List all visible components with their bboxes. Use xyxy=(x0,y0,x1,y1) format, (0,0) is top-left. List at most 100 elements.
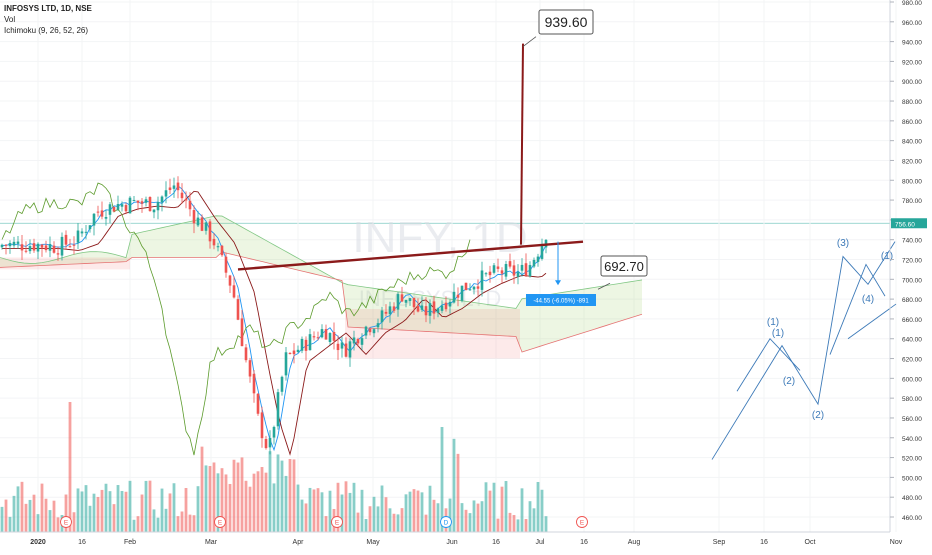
time-tick-label[interactable]: Apr xyxy=(293,539,305,546)
time-tick-label[interactable]: Jul xyxy=(536,539,545,546)
candle-body[interactable] xyxy=(192,210,196,224)
target-projection-line[interactable] xyxy=(520,43,524,245)
candle-body[interactable] xyxy=(352,337,356,344)
candle-body[interactable] xyxy=(432,301,436,314)
time-tick-label[interactable]: 16 xyxy=(78,539,86,546)
candle-body[interactable] xyxy=(128,197,132,214)
candle-body[interactable] xyxy=(144,199,148,203)
candle-body[interactable] xyxy=(72,244,76,246)
candle-body[interactable] xyxy=(20,244,24,251)
candle-body[interactable] xyxy=(324,329,328,340)
event-marker[interactable] xyxy=(440,516,452,528)
candle-body[interactable] xyxy=(452,291,456,303)
candle-body[interactable] xyxy=(84,231,88,233)
candle-body[interactable] xyxy=(384,311,388,314)
time-tick-label[interactable]: May xyxy=(366,539,380,546)
candle-body[interactable] xyxy=(308,334,312,351)
candle-body[interactable] xyxy=(392,306,396,311)
candle-body[interactable] xyxy=(332,332,336,341)
event-marker[interactable] xyxy=(331,516,343,528)
candle-body[interactable] xyxy=(248,360,252,377)
candle-body[interactable] xyxy=(380,310,384,323)
time-tick-label[interactable]: Mar xyxy=(205,539,218,546)
candle-body[interactable] xyxy=(60,236,64,256)
support-callout-box[interactable] xyxy=(600,255,648,277)
candle-body[interactable] xyxy=(276,392,280,427)
candle-body[interactable] xyxy=(216,246,220,248)
candle-body[interactable] xyxy=(88,225,92,230)
candle-body[interactable] xyxy=(236,299,240,320)
candle-body[interactable] xyxy=(360,338,364,345)
candle-body[interactable] xyxy=(296,349,300,353)
candle-body[interactable] xyxy=(152,209,156,213)
elliott-wave-line[interactable] xyxy=(847,303,897,340)
candle-body[interactable] xyxy=(44,245,48,251)
candle-body[interactable] xyxy=(444,302,448,310)
candle-body[interactable] xyxy=(156,201,160,211)
measure-label-box[interactable] xyxy=(526,294,596,306)
event-marker[interactable] xyxy=(576,516,588,528)
candle-body[interactable] xyxy=(36,243,40,252)
candle-body[interactable] xyxy=(504,264,508,277)
candle-body[interactable] xyxy=(400,294,404,302)
time-tick-label[interactable]: Jun xyxy=(446,539,457,546)
elliott-wave-line[interactable] xyxy=(829,263,886,355)
candle-body[interactable] xyxy=(260,412,264,439)
time-tick-label[interactable]: Feb xyxy=(124,539,136,546)
time-tick-label[interactable]: Nov xyxy=(890,539,903,546)
candle-body[interactable] xyxy=(160,196,164,203)
candle-body[interactable] xyxy=(76,230,80,243)
time-tick-label[interactable]: 16 xyxy=(580,539,588,546)
candle-body[interactable] xyxy=(388,306,392,315)
candle-body[interactable] xyxy=(280,376,284,392)
candle-body[interactable] xyxy=(468,289,472,291)
drawings[interactable]: 939.60 692.70 -44.55 (-6.05%) -891 E E E D E (1)… xyxy=(60,9,897,528)
time-tick-label[interactable]: 16 xyxy=(760,539,768,546)
candle-body[interactable] xyxy=(424,306,428,316)
candle-body[interactable] xyxy=(80,231,84,234)
candle-body[interactable] xyxy=(132,200,136,202)
candle-body[interactable] xyxy=(316,337,320,339)
candle-body[interactable] xyxy=(484,273,488,275)
candle-body[interactable] xyxy=(528,265,532,277)
candle-body[interactable] xyxy=(284,352,288,376)
candle-body[interactable] xyxy=(176,182,180,191)
candle-body[interactable] xyxy=(340,342,344,349)
time-tick-label[interactable]: 16 xyxy=(492,539,500,546)
candle-body[interactable] xyxy=(440,305,444,311)
candle-body[interactable] xyxy=(532,259,536,267)
candle-body[interactable] xyxy=(196,217,200,226)
candle-body[interactable] xyxy=(268,438,272,448)
candle-body[interactable] xyxy=(428,303,432,316)
candle-body[interactable] xyxy=(232,285,236,298)
candle-body[interactable] xyxy=(32,243,36,251)
candle-body[interactable] xyxy=(168,187,172,191)
candle-body[interactable] xyxy=(416,306,420,312)
event-marker[interactable] xyxy=(60,516,72,528)
candle-body[interactable] xyxy=(448,301,452,307)
candle-body[interactable] xyxy=(28,246,32,252)
candle-body[interactable] xyxy=(96,211,100,213)
candle-body[interactable] xyxy=(480,270,484,290)
candle-body[interactable] xyxy=(520,264,524,271)
candle-body[interactable] xyxy=(524,263,528,276)
candle-body[interactable] xyxy=(240,318,244,347)
candle-body[interactable] xyxy=(64,234,68,245)
candle-body[interactable] xyxy=(224,256,228,273)
candle-body[interactable] xyxy=(540,245,544,259)
candle-body[interactable] xyxy=(488,271,492,276)
candle-body[interactable] xyxy=(108,204,112,215)
candle-body[interactable] xyxy=(172,185,176,189)
candle-body[interactable] xyxy=(12,241,16,246)
candle-body[interactable] xyxy=(8,243,12,247)
candle-body[interactable] xyxy=(148,197,152,212)
candle-body[interactable] xyxy=(40,244,44,248)
candle-body[interactable] xyxy=(252,373,256,394)
candle-body[interactable] xyxy=(112,207,116,212)
candle-body[interactable] xyxy=(372,329,376,334)
candle-body[interactable] xyxy=(92,213,96,226)
candle-body[interactable] xyxy=(264,439,268,449)
candle-body[interactable] xyxy=(472,286,476,290)
price-axis[interactable]: 460.00 480.00 500.00 520.00 540.00 560.00 580.… xyxy=(889,0,927,532)
